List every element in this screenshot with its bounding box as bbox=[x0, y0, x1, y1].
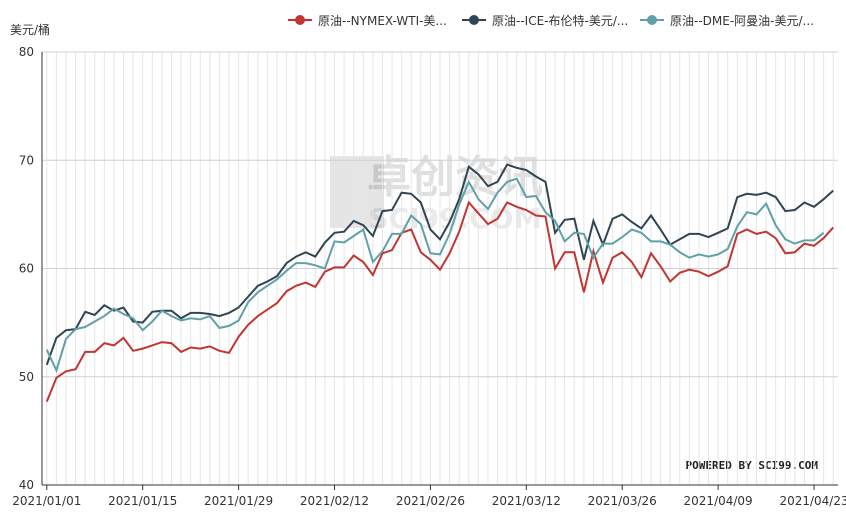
x-tick-label: 2021/02/26 bbox=[396, 494, 465, 508]
series-line bbox=[45, 163, 834, 366]
series-line bbox=[45, 177, 825, 374]
x-tick-label: 2021/01/15 bbox=[108, 494, 177, 508]
x-tick-label: 2021/02/12 bbox=[300, 494, 369, 508]
x-tick-label: 2021/03/12 bbox=[492, 494, 561, 508]
x-tick-label: 2021/01/01 bbox=[12, 494, 81, 508]
legend-label: 原油--ICE-布伦特-美元/... bbox=[492, 13, 628, 28]
x-tick-label: 2021/03/26 bbox=[588, 494, 657, 508]
y-tick-label: 60 bbox=[19, 262, 34, 276]
credit: POWERED BY SCI99.COM bbox=[686, 459, 819, 472]
legend-label: 原油--NYMEX-WTI-美... bbox=[318, 14, 447, 28]
x-tick-label: 2021/04/23 bbox=[779, 494, 846, 508]
y-axis-label: 美元/桶 bbox=[10, 22, 50, 37]
series-line bbox=[45, 200, 834, 402]
x-tick-label: 2021/04/09 bbox=[684, 494, 753, 508]
legend-marker bbox=[647, 15, 657, 25]
legend-marker bbox=[469, 15, 479, 25]
watermark-logo bbox=[330, 156, 384, 228]
y-tick-label: 40 bbox=[19, 478, 34, 492]
y-tick-label: 70 bbox=[19, 153, 34, 167]
y-tick-label: 80 bbox=[19, 45, 34, 59]
y-tick-label: 50 bbox=[19, 370, 34, 384]
x-tick-label: 2021/01/29 bbox=[204, 494, 273, 508]
legend-marker bbox=[295, 15, 305, 25]
legend-label: 原油--DME-阿曼油-美元/... bbox=[670, 14, 814, 28]
